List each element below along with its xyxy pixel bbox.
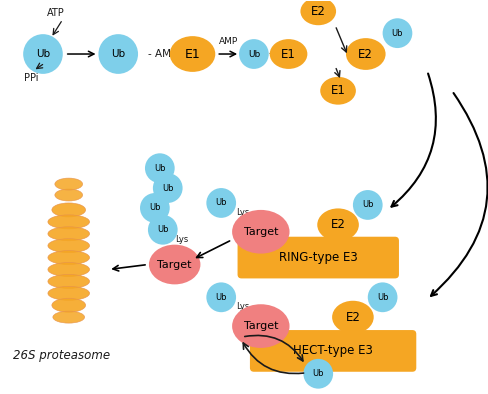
- Ellipse shape: [332, 301, 374, 334]
- Circle shape: [99, 34, 138, 74]
- Text: Ub: Ub: [312, 369, 324, 378]
- Text: 26S proteasome: 26S proteasome: [13, 349, 110, 362]
- Ellipse shape: [52, 298, 85, 312]
- Ellipse shape: [170, 36, 215, 72]
- FancyBboxPatch shape: [238, 237, 399, 279]
- Text: AMP: AMP: [219, 37, 238, 46]
- Ellipse shape: [232, 210, 289, 254]
- Text: PPi: PPi: [24, 73, 39, 83]
- Text: - AMP +: - AMP +: [148, 49, 189, 59]
- Ellipse shape: [48, 239, 89, 253]
- FancyBboxPatch shape: [250, 330, 416, 372]
- Ellipse shape: [48, 251, 89, 264]
- Circle shape: [206, 282, 236, 312]
- Text: HECT-type E3: HECT-type E3: [293, 344, 373, 357]
- Ellipse shape: [320, 77, 356, 105]
- Text: -: -: [268, 48, 273, 61]
- Circle shape: [304, 359, 333, 388]
- Ellipse shape: [55, 178, 82, 190]
- Text: Ub: Ub: [36, 49, 50, 59]
- Text: Ub: Ub: [149, 203, 161, 212]
- Ellipse shape: [270, 39, 307, 69]
- Text: Ub: Ub: [392, 29, 403, 38]
- Text: Ub: Ub: [362, 201, 373, 210]
- Text: Lys: Lys: [236, 302, 249, 311]
- Text: Lys: Lys: [175, 235, 188, 243]
- Ellipse shape: [232, 304, 289, 348]
- Circle shape: [153, 173, 183, 203]
- Circle shape: [148, 215, 178, 245]
- Text: Ub: Ub: [111, 49, 125, 59]
- Circle shape: [140, 193, 170, 223]
- Text: Ub: Ub: [216, 293, 227, 302]
- Circle shape: [368, 282, 397, 312]
- Text: Target: Target: [244, 321, 278, 331]
- Ellipse shape: [301, 0, 336, 25]
- Ellipse shape: [53, 311, 84, 323]
- Ellipse shape: [48, 215, 89, 229]
- Ellipse shape: [52, 203, 85, 217]
- Ellipse shape: [48, 262, 89, 277]
- Text: Ub: Ub: [157, 225, 168, 234]
- Circle shape: [353, 190, 383, 220]
- Circle shape: [383, 18, 412, 48]
- Circle shape: [239, 39, 269, 69]
- Ellipse shape: [55, 189, 82, 201]
- Text: E1: E1: [184, 48, 201, 61]
- Text: Ub: Ub: [248, 50, 260, 59]
- Text: Target: Target: [158, 260, 192, 269]
- Text: Lys: Lys: [236, 208, 249, 217]
- Text: Ub: Ub: [216, 199, 227, 208]
- Text: Target: Target: [244, 227, 278, 237]
- Circle shape: [23, 34, 63, 74]
- Ellipse shape: [48, 286, 89, 300]
- Text: ATP: ATP: [47, 8, 65, 18]
- Ellipse shape: [149, 245, 201, 284]
- Ellipse shape: [48, 227, 89, 241]
- Ellipse shape: [48, 275, 89, 288]
- Text: E1: E1: [281, 48, 296, 61]
- Ellipse shape: [317, 208, 359, 241]
- Text: Ub: Ub: [377, 293, 388, 302]
- Circle shape: [206, 188, 236, 218]
- Text: RING-type E3: RING-type E3: [279, 251, 358, 264]
- Text: Ub: Ub: [162, 184, 174, 193]
- Text: E1: E1: [331, 84, 346, 97]
- Text: E2: E2: [331, 218, 346, 231]
- Text: Ub: Ub: [154, 164, 165, 173]
- Text: E2: E2: [311, 5, 325, 18]
- Text: E2: E2: [358, 48, 373, 61]
- Ellipse shape: [346, 38, 386, 70]
- Circle shape: [145, 153, 175, 183]
- Text: E2: E2: [346, 310, 360, 323]
